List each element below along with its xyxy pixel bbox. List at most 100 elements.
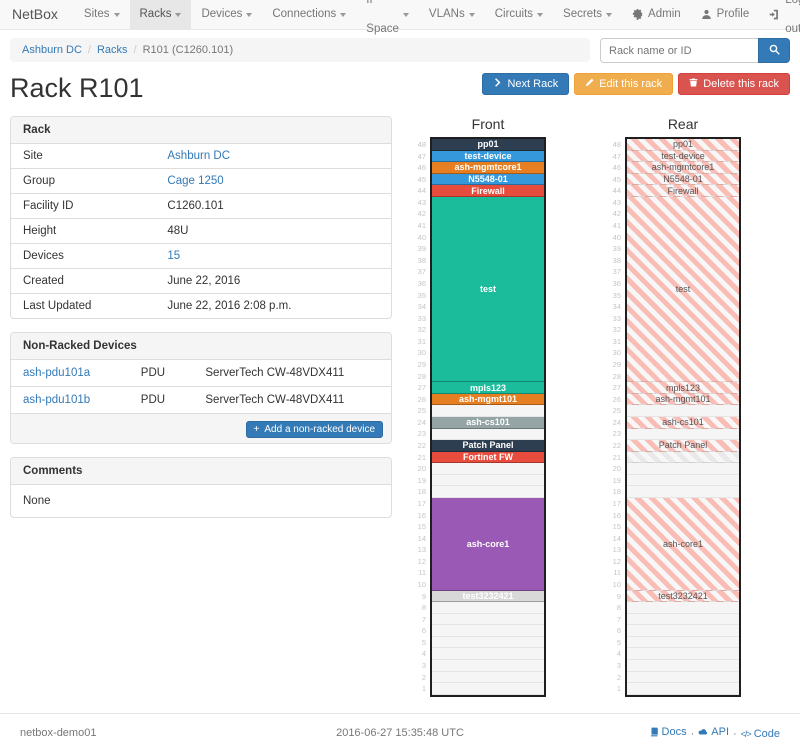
unit-number: 28 (612, 371, 621, 381)
footer-links: Docs · API · </> Code (529, 726, 780, 740)
rack-device-n5548-01[interactable]: N5548-01 (627, 173, 739, 186)
search-icon (769, 43, 780, 58)
footer-link-code[interactable]: </> Code (740, 728, 780, 740)
info-value-text: June 22, 2016 2:08 p.m. (167, 300, 292, 312)
rack-device-ash-mgmt101[interactable]: ash-mgmt101 (432, 393, 544, 406)
rack-device-fortinet-fw[interactable] (627, 451, 739, 464)
next-rack-button[interactable]: Next Rack (482, 73, 570, 95)
rack-device-label: test-device (661, 150, 705, 161)
rack-device-test[interactable]: test (432, 196, 544, 383)
non-racked-devices-panel: Non-Racked Devices ash-pdu101a PDU ServerT… (10, 332, 392, 444)
breadcrumb-item[interactable]: Ashburn DC (22, 44, 82, 56)
rack-device-ash-mgmtcore1[interactable]: ash-mgmtcore1 (432, 162, 544, 174)
rack-device-ash-core1[interactable]: ash-core1 (627, 498, 739, 591)
chevron-down-icon (606, 13, 613, 17)
info-value-text: 48U (167, 225, 189, 237)
footer-link-docs[interactable]: Docs (649, 726, 687, 738)
rack-device-pp01[interactable]: pp01 (627, 139, 739, 151)
rack-device-test[interactable]: test (627, 196, 739, 383)
unit-number: 32 (417, 325, 426, 335)
rack-device-test-device[interactable]: test-device (432, 150, 544, 163)
rack-device-label: Patch Panel (658, 440, 708, 451)
logout-icon (769, 9, 780, 20)
rack-unit-empty (627, 486, 739, 498)
rack-device-ash-core1[interactable]: ash-core1 (432, 498, 544, 591)
rear-rack: pp01 test-device ash-mgmtcore1 N5548-01 Fire… (625, 137, 741, 697)
info-label: Last Updated (23, 300, 92, 312)
unit-number: 23 (612, 429, 621, 439)
unit-number: 2 (421, 672, 426, 682)
nav-item-racks[interactable]: Racks (129, 0, 192, 29)
footer-link-api[interactable]: API (698, 726, 729, 738)
unit-number: 46 (417, 163, 426, 173)
rack-device-patch-panel[interactable]: Patch Panel (432, 440, 544, 452)
unit-number: 38 (612, 255, 621, 265)
rack-unit-empty (627, 463, 739, 475)
rack-device-patch-panel[interactable]: Patch Panel (627, 440, 739, 452)
rack-device-n5548-01[interactable]: N5548-01 (432, 173, 544, 186)
rack-device-mpls123[interactable]: mpls123 (627, 382, 739, 394)
rack-device-test3232421[interactable]: test3232421 (627, 590, 739, 603)
device-model-cell: ServerTech CW-48VDX411 (193, 386, 391, 413)
rack-device-ash-cs101[interactable]: ash-cs101 (432, 417, 544, 429)
nav-item-connections[interactable]: Connections (262, 0, 356, 29)
unit-number: 19 (612, 475, 621, 485)
footer-hostname: netbox-demo01 (20, 727, 97, 739)
device-link[interactable]: ash-pdu101a (23, 367, 91, 379)
info-value-link[interactable]: 15 (167, 250, 181, 262)
info-value: C1260.101 (155, 194, 391, 218)
device-link[interactable]: ash-pdu101b (23, 394, 91, 406)
device-role-cell: PDU (128, 386, 194, 413)
unit-number: 12 (417, 556, 426, 566)
rack-device-mpls123[interactable]: mpls123 (432, 382, 544, 394)
unit-number: 19 (417, 475, 426, 485)
edit-rack-button[interactable]: Edit this rack (574, 73, 674, 95)
comments-panel: Comments None (10, 457, 392, 518)
rack-device-test3232421[interactable]: test3232421 (432, 590, 544, 603)
nav-item-circuits[interactable]: Circuits (485, 0, 553, 29)
rack-device-ash-mgmt101[interactable]: ash-mgmt101 (627, 393, 739, 406)
info-label: Height (23, 225, 57, 237)
unit-number: 25 (612, 406, 621, 416)
rack-info-row: Group Cage 1250 (11, 168, 391, 193)
unit-number: 35 (417, 290, 426, 300)
nav-item-devices[interactable]: Devices (191, 0, 262, 29)
rack-device-ash-cs101[interactable]: ash-cs101 (627, 417, 739, 429)
search-button[interactable] (758, 38, 790, 63)
brand-netbox[interactable]: NetBox (12, 6, 58, 22)
nav-item-vlans[interactable]: VLANs (419, 0, 485, 29)
nav-item-ip-space[interactable]: IP Space (356, 0, 419, 35)
rack-search (600, 38, 790, 63)
unit-number: 5 (616, 637, 621, 647)
unit-number: 9 (421, 591, 426, 601)
rack-device-fortinet-fw[interactable]: Fortinet FW (432, 451, 544, 464)
nav-item-admin[interactable]: Admin (622, 0, 691, 29)
delete-rack-button[interactable]: Delete this rack (678, 73, 790, 95)
nav-item-sites[interactable]: Sites (74, 0, 130, 29)
rack-info-panel: Rack Site Ashburn DC Group Cage 1250 Facilit… (10, 116, 392, 319)
breadcrumb-item[interactable]: Racks (96, 44, 128, 56)
nav-item-secrets[interactable]: Secrets (553, 0, 622, 29)
user-icon (701, 9, 712, 20)
chevron-down-icon (402, 13, 409, 17)
rack-device-test-device[interactable]: test-device (627, 150, 739, 163)
info-value: Ashburn DC (155, 144, 391, 168)
rack-device-pp01[interactable]: pp01 (432, 139, 544, 151)
breadcrumb: Ashburn DC / Racks / R101 (C1260.101) (10, 38, 590, 62)
add-non-racked-device-button[interactable]: + Add a non-racked device (245, 421, 383, 438)
nav-item-profile[interactable]: Profile (691, 0, 760, 29)
unit-number: 30 (612, 348, 621, 358)
search-input[interactable] (600, 38, 758, 63)
info-value-link[interactable]: Ashburn DC (167, 150, 231, 162)
rack-device-label: test3232421 (658, 591, 708, 602)
info-value-link[interactable]: Cage 1250 (167, 175, 224, 187)
chevron-down-icon (175, 13, 182, 17)
nav-item-log-out[interactable]: Log out (759, 0, 800, 35)
unit-number: 1 (421, 684, 426, 694)
rack-device-label: test-device (464, 150, 512, 161)
info-label: Site (23, 150, 43, 162)
rack-device-firewall[interactable]: Firewall (627, 185, 739, 197)
rack-device-label: ash-mgmt101 (458, 394, 518, 405)
rack-device-firewall[interactable]: Firewall (432, 185, 544, 197)
rack-device-ash-mgmtcore1[interactable]: ash-mgmtcore1 (627, 162, 739, 174)
